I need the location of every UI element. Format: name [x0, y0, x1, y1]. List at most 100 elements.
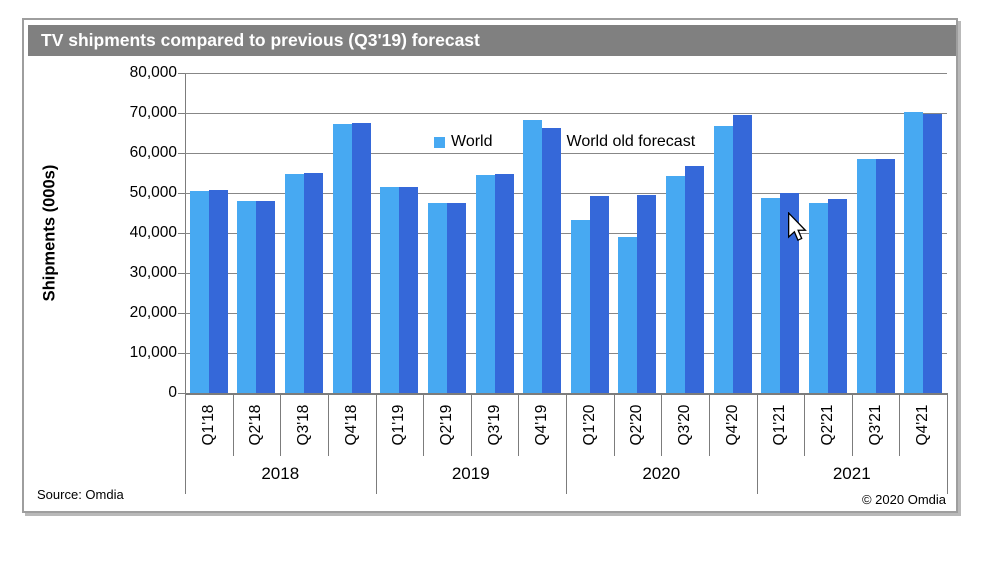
y-tick-mark [178, 113, 185, 114]
y-tick-mark [178, 353, 185, 354]
bar-world [475, 174, 495, 393]
bar-world [666, 176, 686, 393]
bar-world [808, 203, 828, 393]
bar-group-q121 [757, 73, 805, 393]
bar-group-q120 [566, 73, 614, 393]
quarter-separator-line [423, 394, 425, 456]
gridline [185, 73, 947, 74]
bar-world [380, 187, 400, 393]
bar-group-q420 [709, 73, 757, 393]
copyright-note: © 2020 Omdia [861, 492, 946, 507]
y-tick-mark [178, 73, 185, 74]
y-tick-mark [178, 193, 185, 194]
bar-forecast [732, 115, 752, 393]
bar-forecast [875, 158, 895, 393]
x-tick-label-cell: Q3'19 [471, 394, 519, 456]
x-tick-label-cell: Q1'19 [376, 394, 424, 456]
quarter-separator-line [804, 394, 806, 456]
year-group-label: 2019 [451, 464, 490, 483]
bar-forecast [542, 128, 562, 393]
y-tick-mark [178, 273, 185, 274]
y-axis-title: Shipments (000s) [40, 164, 59, 302]
x-tick-label-cell: Q2'21 [804, 394, 852, 456]
y-tick-label: 80,000 [129, 64, 177, 81]
x-tick-label-cell: Q2'18 [233, 394, 281, 456]
x-tick-label: Q2'21 [818, 404, 836, 446]
year-separator-line [566, 394, 567, 494]
x-tick-label-cell: Q3'18 [280, 394, 328, 456]
x-tick-label: Q3'20 [676, 404, 694, 446]
y-tick-mark [178, 153, 185, 154]
year-separator-line [185, 394, 186, 494]
x-tick-label-cell: Q3'21 [852, 394, 900, 456]
quarter-separator-line [851, 394, 853, 456]
bar-group-q218 [233, 73, 281, 393]
x-tick-label: Q3'21 [866, 404, 884, 446]
bar-world [237, 201, 257, 393]
x-tick-label-cell: Q4'21 [899, 394, 947, 456]
chart-title: TV shipments compared to previous (Q3'19… [28, 25, 956, 56]
y-tick-label: 60,000 [129, 144, 177, 161]
x-tick-label: Q2'19 [437, 404, 455, 446]
bar-series [185, 73, 947, 393]
quarter-separator-line [232, 394, 234, 456]
chart-legend: World World old forecast [434, 133, 695, 151]
x-tick-label: Q1'20 [580, 404, 598, 446]
x-tick-label: Q1'19 [390, 404, 408, 446]
bar-world [332, 123, 352, 393]
bar-group-q320 [661, 73, 709, 393]
bar-world [285, 173, 305, 393]
x-tick-label: Q4'21 [914, 404, 932, 446]
year-separator-line [375, 394, 377, 494]
x-tick-label: Q4'19 [533, 404, 551, 446]
y-tick-label: 70,000 [129, 104, 177, 121]
bar-group-q421 [899, 73, 947, 393]
bar-group-q118 [185, 73, 233, 393]
source-note: Source: Omdia [37, 487, 124, 502]
x-tick-label: Q3'18 [295, 404, 313, 446]
y-tick-label: 30,000 [129, 264, 177, 281]
x-tick-label-cell: Q4'18 [328, 394, 376, 456]
bar-group-q221 [804, 73, 852, 393]
bar-forecast [637, 195, 657, 393]
bar-world [427, 203, 447, 393]
gridline [185, 153, 947, 154]
bar-forecast [780, 193, 800, 393]
y-tick-mark [178, 313, 185, 314]
bar-world [761, 197, 781, 393]
bar-group-q419 [518, 73, 566, 393]
quarter-separator-line [518, 394, 520, 456]
x-tick-label: Q3'19 [485, 404, 503, 446]
bar-world [189, 190, 209, 393]
bar-group-q219 [423, 73, 471, 393]
bar-group-q318 [280, 73, 328, 393]
gridline [185, 273, 947, 274]
x-tick-label: Q4'20 [723, 404, 741, 446]
bar-forecast [923, 113, 943, 393]
bar-forecast [399, 186, 419, 393]
bar-world [523, 119, 543, 393]
bar-group-q321 [852, 73, 900, 393]
x-tick-label: Q2'18 [247, 404, 265, 446]
forecast-legend-swatch-icon [549, 136, 561, 148]
year-group-label: 2021 [832, 464, 871, 483]
bar-world [570, 219, 590, 393]
bar-group-q220 [614, 73, 662, 393]
x-tick-label-cell: Q2'20 [614, 394, 662, 456]
legend-item-world: World [434, 133, 493, 151]
gridline [185, 113, 947, 114]
x-tick-label: Q1'18 [199, 404, 217, 446]
bar-group-q319 [471, 73, 519, 393]
year-labels-row: 2018 2019 2020 2021 [185, 456, 947, 494]
bar-forecast [494, 174, 514, 393]
bar-world [618, 237, 638, 393]
bar-forecast [589, 195, 609, 393]
quarter-separator-line [661, 394, 663, 456]
year-group-label: 2020 [642, 464, 681, 483]
x-tick-label-cell: Q4'19 [518, 394, 566, 456]
gridline [185, 313, 947, 314]
year-separator-line [947, 394, 948, 494]
legend-label: World [451, 133, 493, 150]
gridline [185, 193, 947, 194]
